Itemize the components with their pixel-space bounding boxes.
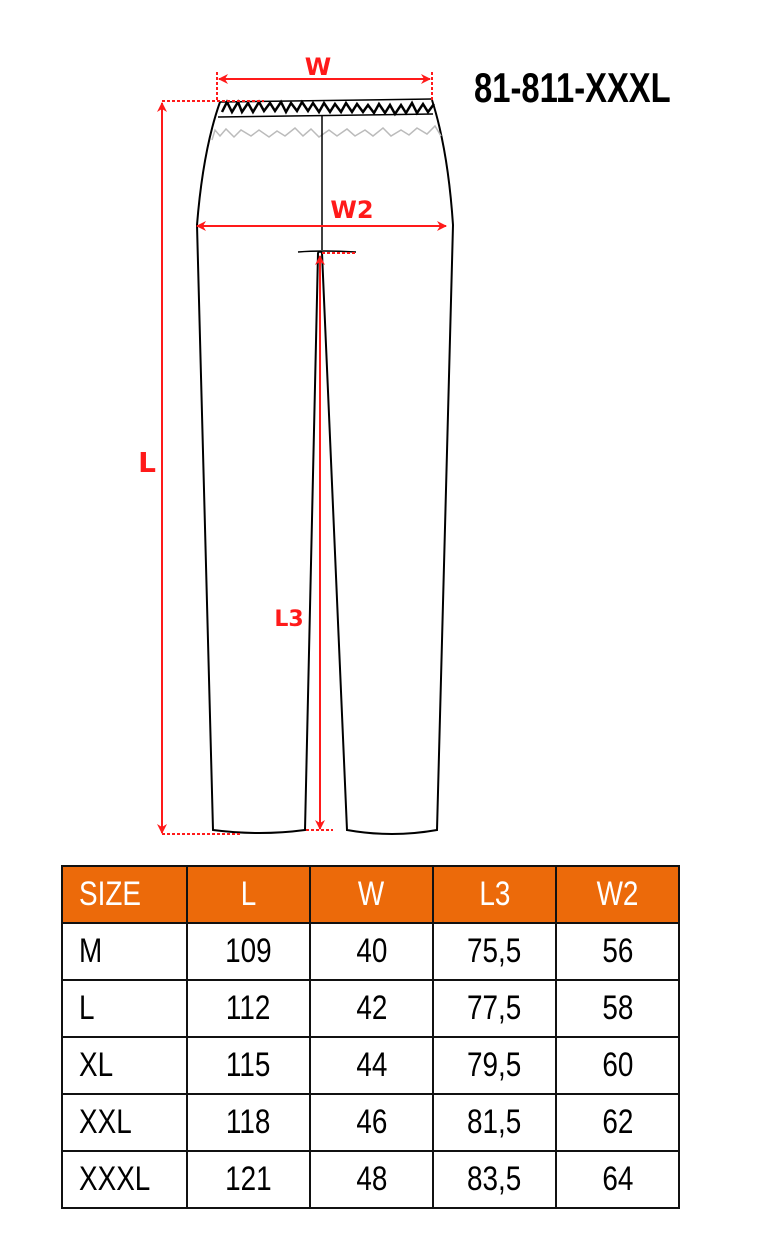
- cell-value: 64: [601, 1160, 634, 1198]
- cell-value: XXXL: [79, 1160, 151, 1198]
- table-cell: 81,5: [432, 1093, 557, 1152]
- cell-value: 77,5: [467, 989, 522, 1027]
- label-w: W: [305, 53, 331, 81]
- cell-value: 44: [355, 1046, 388, 1084]
- cell-value: 109: [225, 932, 272, 970]
- cell-value: 62: [601, 1103, 634, 1141]
- table-cell: 79,5: [432, 1036, 557, 1095]
- table-cell: 118: [186, 1093, 311, 1152]
- table-cell: L: [61, 979, 188, 1038]
- header-label: W: [358, 875, 385, 913]
- cell-value: 42: [355, 989, 388, 1027]
- table-cell: 62: [555, 1093, 680, 1152]
- trousers-outline: [195, 98, 455, 835]
- trousers-diagram: W W2 L L3: [138, 53, 455, 835]
- table-cell: 48: [309, 1150, 434, 1209]
- header-w: W: [309, 865, 434, 924]
- cell-value: 56: [601, 932, 634, 970]
- cell-value: 75,5: [467, 932, 522, 970]
- header-label: L3: [478, 875, 511, 913]
- header-l3: L3: [432, 865, 557, 924]
- table-header-row: SIZE L W L3 W2: [61, 865, 680, 924]
- table-cell: 83,5: [432, 1150, 557, 1209]
- cell-value: 60: [601, 1046, 634, 1084]
- table-row: M 109 40 75,5 56: [61, 922, 680, 981]
- table-cell: XL: [61, 1036, 188, 1095]
- cell-value: XXL: [79, 1103, 132, 1141]
- header-label: W2: [596, 875, 639, 913]
- table-cell: 44: [309, 1036, 434, 1095]
- table-cell: 109: [186, 922, 311, 981]
- table-cell: 64: [555, 1150, 680, 1209]
- table-row: XL 115 44 79,5 60: [61, 1036, 680, 1095]
- label-w2: W2: [330, 196, 373, 224]
- cell-value: 83,5: [467, 1160, 522, 1198]
- table-row: XXXL 121 48 83,5 64: [61, 1150, 680, 1209]
- header-label: SIZE: [79, 875, 141, 913]
- table-cell: 56: [555, 922, 680, 981]
- label-l3: L3: [274, 607, 303, 632]
- cell-value: 112: [226, 989, 271, 1027]
- cell-value: 58: [601, 989, 634, 1027]
- table-cell: XXL: [61, 1093, 188, 1152]
- table-cell: 77,5: [432, 979, 557, 1038]
- header-size: SIZE: [61, 865, 188, 924]
- table-row: XXL 118 46 81,5 62: [61, 1093, 680, 1152]
- cell-value: 40: [355, 932, 388, 970]
- header-label: L: [240, 875, 257, 913]
- table-cell: 75,5: [432, 922, 557, 981]
- product-code: 81-811-XXXL: [474, 64, 671, 111]
- table-cell: 121: [186, 1150, 311, 1209]
- table-cell: 60: [555, 1036, 680, 1095]
- header-w2: W2: [555, 865, 680, 924]
- size-table: SIZE L W L3 W2 M 109 40 75,5 56 L 112 42 77,5 58 X…: [61, 865, 680, 1209]
- table-row: L 112 42 77,5 58: [61, 979, 680, 1038]
- cell-value: 46: [355, 1103, 388, 1141]
- cell-value: 81,5: [467, 1103, 522, 1141]
- dimension-lines: [157, 72, 447, 835]
- header-l: L: [186, 865, 311, 924]
- table-cell: 42: [309, 979, 434, 1038]
- table-cell: 40: [309, 922, 434, 981]
- table-cell: 46: [309, 1093, 434, 1152]
- cell-value: M: [79, 932, 103, 970]
- cell-value: 48: [355, 1160, 388, 1198]
- cell-value: XL: [79, 1046, 114, 1084]
- cell-value: L: [79, 989, 95, 1027]
- label-l: L: [138, 446, 156, 479]
- cell-value: 121: [225, 1160, 272, 1198]
- table-cell: 115: [186, 1036, 311, 1095]
- table-cell: 58: [555, 979, 680, 1038]
- table-cell: 112: [186, 979, 311, 1038]
- cell-value: 115: [226, 1046, 271, 1084]
- table-cell: XXXL: [61, 1150, 188, 1209]
- cell-value: 79,5: [467, 1046, 522, 1084]
- cell-value: 118: [226, 1103, 271, 1141]
- table-cell: M: [61, 922, 188, 981]
